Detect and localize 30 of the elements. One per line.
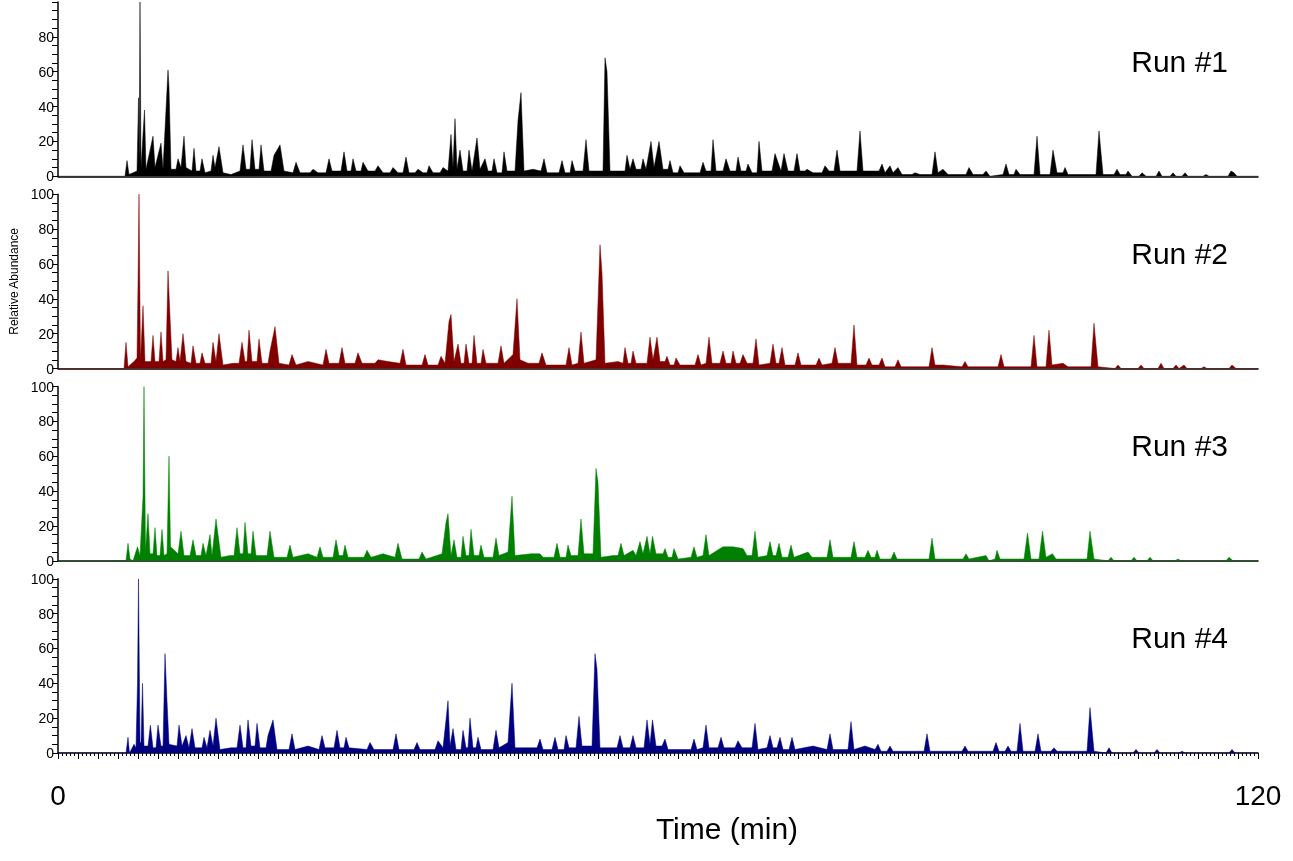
y-tick-label: 20 [38,133,55,150]
y-tick-label: 20 [38,325,55,342]
y-tick-label: 60 [38,63,55,80]
y-tick-label: 0 [46,745,55,761]
y-tick-label: 0 [46,360,55,377]
y-tick-label: 100 [30,378,55,395]
y-tick-label: 60 [38,640,55,657]
y-tick-label: 80 [38,413,55,430]
text: Run #2 [1131,236,1229,270]
y-tick-label: 0 [46,552,55,569]
y-tick-label: 80 [38,28,55,45]
text: Run #1 [1131,44,1229,78]
y-tick-label: 60 [38,448,55,465]
y-tick-label: 80 [38,605,55,622]
y-tick-label: 20 [38,710,55,727]
y-tick-label: 80 [38,221,55,238]
x-tick-label: 120 [1234,779,1282,811]
y-tick-label: 100 [30,186,55,203]
text: Run #4 [1131,621,1229,655]
y-tick-label: 40 [38,98,55,115]
y-tick-label: 0 [46,168,55,185]
y-tick-label: 40 [38,675,55,692]
y-tick-label: 100 [30,570,55,587]
y-tick-label: 20 [38,517,55,534]
text: Run #3 [1131,429,1229,462]
y-axis-title: Relative Abundance [6,227,21,335]
y-tick-label: 60 [38,255,55,272]
y-tick-label: 40 [38,290,55,307]
x-axis-title: Time (min) [655,812,799,846]
y-tick-label: 40 [38,483,55,500]
